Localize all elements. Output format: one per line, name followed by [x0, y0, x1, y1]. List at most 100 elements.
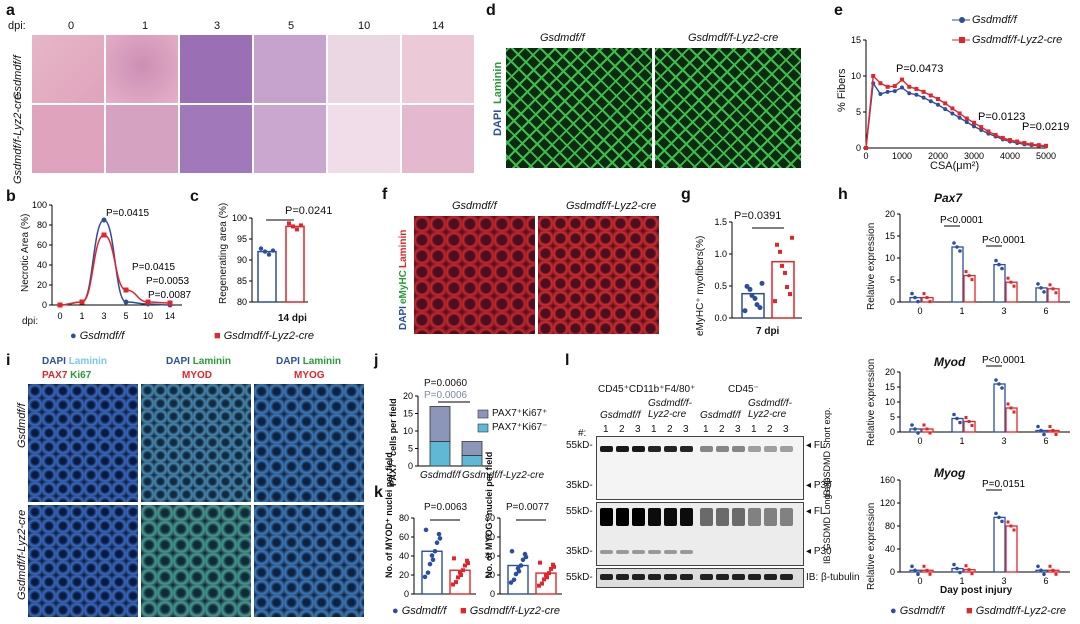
- myod-ytick-label: 20: [885, 367, 895, 377]
- fibers-xtick-label: 3000: [964, 151, 984, 161]
- blot-band: [600, 550, 613, 554]
- fibers-xtick-label: 4000: [1000, 151, 1020, 161]
- myod-point: [1009, 406, 1013, 410]
- dpi-label: dpi:: [8, 20, 26, 32]
- kd-35-2: 35kD-: [566, 546, 593, 557]
- fibers-ytick-label: 10: [851, 71, 861, 81]
- laminin-image-cre: [655, 48, 801, 168]
- blot-short-exp: [596, 436, 804, 500]
- necrotic-ytick-label: 40: [37, 260, 47, 270]
- regen-ylabel: Regenerating area (%): [218, 202, 229, 304]
- kd-35-1: 35kD-: [566, 480, 593, 491]
- fibers-point: [1036, 143, 1041, 148]
- myog-nuclei-point: [520, 557, 526, 563]
- regen-ytick-label: 95: [237, 234, 247, 244]
- pax7-point: [910, 291, 914, 296]
- regen-point: [258, 246, 264, 251]
- blot-band: [680, 574, 693, 580]
- necrotic-xtick-label: 3: [101, 311, 106, 321]
- f-label-laminin: Laminin: [398, 229, 409, 268]
- myod-nuclei-point: [429, 553, 435, 558]
- pax7-ytick-label: 20: [885, 209, 895, 219]
- blot-band: [780, 574, 793, 580]
- pax7-xtick-label: 3: [1001, 306, 1006, 316]
- b-legend-cre: ■ Gsdmdf/f-Lyz2-cre: [214, 330, 314, 342]
- kd-55-3: 55kD-: [566, 572, 593, 583]
- fibers-point: [921, 89, 926, 94]
- myog-point: [955, 566, 959, 571]
- fibers-point: [950, 106, 955, 111]
- myod-ytick-label: 15: [885, 382, 895, 392]
- emyhc-ytick-label: 0.0: [714, 313, 727, 323]
- i-col2-line2: MYOD: [182, 370, 212, 381]
- he-image: [402, 35, 474, 103]
- pax7-point: [922, 292, 926, 296]
- myog-nuclei-ytick-label: 20: [485, 570, 495, 580]
- myod-nuclei-point: [452, 556, 456, 561]
- myog-point: [928, 572, 932, 576]
- regen-point: [299, 223, 303, 228]
- myod-nuclei-bar: [421, 550, 443, 595]
- fibers-point: [914, 92, 919, 97]
- fibers-point: [921, 95, 926, 100]
- myog-nuclei-point: [523, 554, 529, 560]
- pax7-point: [955, 245, 959, 249]
- regen-bar: [285, 225, 305, 303]
- myod-nuclei-point: [465, 558, 469, 563]
- emyhc-ytick-label: 0.5: [714, 281, 727, 291]
- regen-ytick-label: 100: [232, 213, 247, 223]
- blot-band: [780, 508, 793, 526]
- myog-nuclei-ytick-label: 40: [485, 551, 495, 561]
- myog-p-value: P=0.0151: [982, 479, 1026, 490]
- myog-nuclei-point: [549, 566, 553, 571]
- fibers-xtick-label: 5000: [1036, 151, 1056, 161]
- emyhc-point: [778, 249, 782, 254]
- blot-band: [616, 446, 629, 452]
- myod-bar: [951, 417, 964, 433]
- blot-band: [732, 574, 745, 580]
- pax7-point: [994, 258, 998, 263]
- pax7-point: [1051, 287, 1055, 291]
- pax7cells-ytick-label: 0: [408, 461, 413, 471]
- regen-bar: [257, 250, 277, 303]
- myod-point: [955, 416, 959, 421]
- fibers-point: [864, 146, 868, 150]
- myod-p-value: P<0.0001: [982, 355, 1026, 366]
- j-p1: P=0.0060: [424, 378, 468, 389]
- blot-band: [732, 508, 745, 526]
- emyhc-point: [754, 302, 760, 308]
- he-image: [254, 105, 326, 173]
- panel-label-i: i: [6, 352, 11, 369]
- fibers-ytick-label: 15: [851, 35, 861, 45]
- fibers-point: [885, 84, 890, 89]
- necrotic-xlabel: dpi:: [22, 316, 39, 327]
- fibers-point: [972, 124, 976, 129]
- necrotic-point: [79, 299, 85, 305]
- panel-label-b: b: [6, 188, 16, 205]
- fibers-point: [1029, 142, 1034, 147]
- necrotic-point: [123, 287, 129, 293]
- myod-point: [916, 431, 920, 435]
- j-x2: Gsdmdf/f-Lyz2-cre: [462, 470, 545, 481]
- blot-band: [732, 446, 745, 452]
- myog-nuclei-point: [537, 583, 541, 588]
- blot-band: [648, 574, 661, 580]
- regen-ytick-label: 80: [237, 297, 247, 307]
- emyhc-point: [790, 235, 794, 240]
- j-legend2: PAX7⁺Ki67⁻: [492, 422, 548, 433]
- panel-label-f: f: [382, 186, 388, 203]
- myog-nuclei-bar: [507, 564, 529, 595]
- i-row-ctrl: Gsdmdf/f: [16, 403, 28, 448]
- fibers-xtick-label: 2000: [928, 151, 948, 161]
- fibers-xlabel: CSA(μm²): [930, 160, 980, 172]
- pax7-p-value: P<0.0001: [982, 235, 1026, 246]
- myog-xtick-label: 6: [1043, 576, 1048, 586]
- myod-point: [1036, 424, 1040, 429]
- regen-point: [270, 248, 276, 253]
- pax7-point: [925, 296, 929, 300]
- myog-point: [1054, 572, 1058, 576]
- f-label-dapi: DAPI: [398, 306, 409, 330]
- myod-point: [1048, 425, 1052, 428]
- emyhc-point: [775, 242, 779, 247]
- fibers-point: [943, 107, 948, 112]
